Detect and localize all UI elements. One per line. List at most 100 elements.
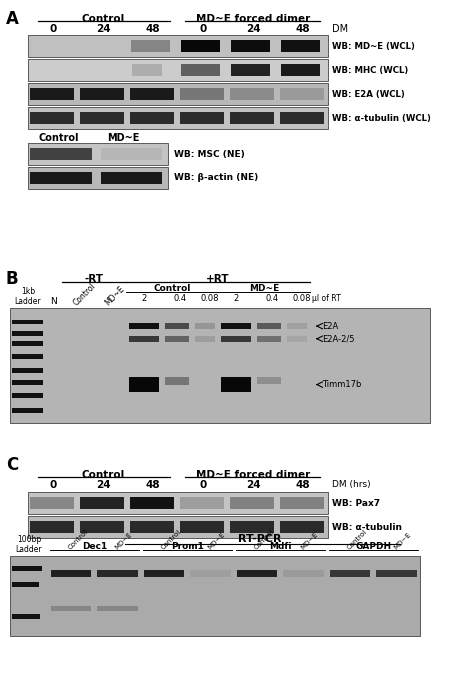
- Text: B: B: [6, 270, 18, 288]
- Bar: [165, 323, 189, 329]
- Text: Control: Control: [72, 281, 98, 307]
- Text: Control: Control: [67, 529, 89, 551]
- Text: WB: β-actin (NE): WB: β-actin (NE): [174, 174, 258, 183]
- Text: -RT: -RT: [84, 274, 103, 284]
- Text: WB: MHC (WCL): WB: MHC (WCL): [332, 65, 408, 74]
- Text: MD~E: MD~E: [249, 284, 279, 293]
- Text: 0.08: 0.08: [293, 294, 311, 303]
- Bar: [28, 492, 328, 514]
- Bar: [237, 570, 277, 577]
- Bar: [257, 377, 281, 384]
- Bar: [12, 331, 43, 336]
- Bar: [165, 377, 189, 385]
- Bar: [287, 336, 307, 342]
- Bar: [195, 336, 215, 342]
- Bar: [287, 323, 307, 329]
- Bar: [130, 521, 174, 533]
- Text: 0: 0: [200, 480, 207, 490]
- Bar: [12, 614, 40, 619]
- Bar: [130, 497, 174, 509]
- Bar: [80, 112, 124, 125]
- Bar: [230, 88, 274, 101]
- Bar: [10, 556, 420, 636]
- Bar: [281, 63, 320, 76]
- Bar: [129, 323, 159, 329]
- Bar: [12, 341, 43, 346]
- Text: MD~E: MD~E: [207, 531, 226, 551]
- Bar: [12, 393, 43, 398]
- Text: DM (hrs): DM (hrs): [332, 480, 371, 489]
- Bar: [30, 112, 74, 125]
- Bar: [30, 521, 74, 533]
- Text: WB: MD~E (WCL): WB: MD~E (WCL): [332, 41, 415, 50]
- Text: 24: 24: [246, 24, 260, 34]
- Text: +RT: +RT: [206, 274, 230, 284]
- Text: A: A: [6, 10, 19, 28]
- Text: Control: Control: [38, 133, 79, 143]
- Bar: [280, 88, 324, 101]
- Bar: [98, 570, 138, 577]
- Bar: [51, 570, 91, 577]
- Bar: [180, 497, 224, 509]
- Bar: [12, 408, 43, 413]
- Bar: [98, 606, 138, 610]
- Text: MD~E: MD~E: [104, 284, 127, 307]
- Text: MD~E forced dimer: MD~E forced dimer: [196, 14, 310, 24]
- Bar: [191, 570, 231, 577]
- Text: Control: Control: [153, 284, 191, 293]
- Bar: [80, 521, 124, 533]
- Text: RT-PCR: RT-PCR: [238, 534, 282, 544]
- Bar: [221, 336, 251, 342]
- Text: 0.08: 0.08: [201, 294, 219, 303]
- Text: MD~E: MD~E: [113, 531, 133, 551]
- Bar: [180, 112, 224, 125]
- Text: 48: 48: [146, 480, 160, 490]
- Bar: [144, 570, 184, 577]
- Text: 2: 2: [141, 294, 146, 303]
- Bar: [51, 606, 91, 610]
- Text: Dec1: Dec1: [82, 542, 107, 551]
- Bar: [280, 112, 324, 125]
- Bar: [129, 336, 159, 342]
- Text: 100bp
Ladder: 100bp Ladder: [16, 535, 42, 554]
- Bar: [257, 336, 281, 342]
- Bar: [28, 59, 328, 81]
- Bar: [12, 320, 43, 325]
- Bar: [129, 377, 159, 392]
- Text: Control: Control: [346, 529, 368, 551]
- Text: C: C: [6, 456, 18, 474]
- Text: 48: 48: [296, 480, 310, 490]
- Text: MD~E: MD~E: [300, 531, 319, 551]
- Text: 48: 48: [296, 24, 310, 34]
- Text: 0: 0: [200, 24, 207, 34]
- Bar: [130, 88, 174, 101]
- Bar: [28, 35, 328, 57]
- Text: WB: α-tubulin: WB: α-tubulin: [332, 522, 402, 531]
- Text: GAPDH: GAPDH: [356, 542, 392, 551]
- Bar: [80, 88, 124, 101]
- Text: 48: 48: [146, 24, 160, 34]
- Bar: [195, 323, 215, 329]
- Bar: [221, 377, 251, 392]
- Text: MD~E forced dimer: MD~E forced dimer: [196, 470, 310, 480]
- Text: Control: Control: [253, 529, 275, 551]
- Bar: [181, 63, 220, 76]
- Bar: [130, 112, 174, 125]
- Bar: [281, 40, 320, 52]
- Bar: [165, 336, 189, 342]
- Bar: [180, 88, 224, 101]
- Bar: [28, 167, 168, 189]
- Text: 1kb
Ladder: 1kb Ladder: [15, 287, 41, 306]
- Text: Timm17b: Timm17b: [322, 380, 361, 389]
- Bar: [12, 582, 38, 587]
- Text: 24: 24: [246, 480, 260, 490]
- Bar: [12, 566, 42, 570]
- Text: 24: 24: [96, 480, 110, 490]
- Bar: [376, 570, 417, 577]
- Bar: [283, 570, 324, 577]
- Text: MD~E: MD~E: [107, 133, 139, 143]
- Text: 0.4: 0.4: [265, 294, 279, 303]
- Bar: [12, 354, 43, 359]
- Bar: [12, 380, 43, 385]
- Text: 2: 2: [233, 294, 238, 303]
